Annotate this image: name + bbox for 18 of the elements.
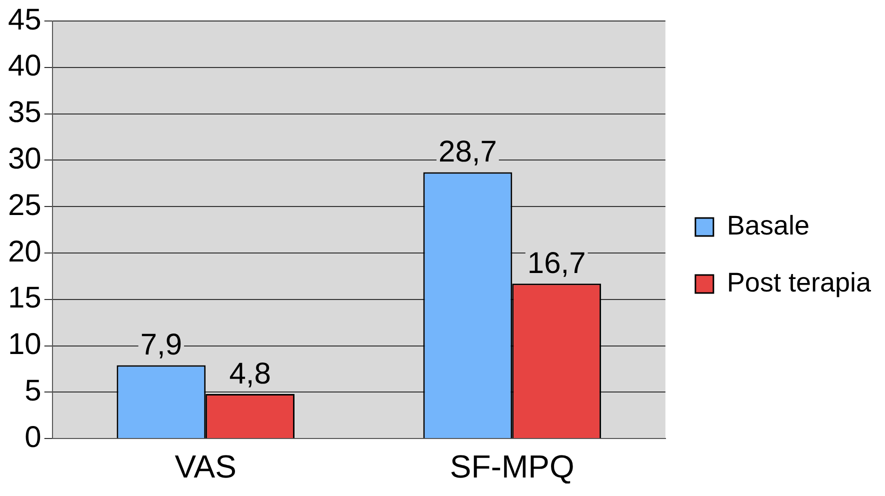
legend-label: Post terapia (726, 267, 872, 298)
y-tick-label: 15 (8, 282, 42, 315)
data-label: 16,7 (527, 246, 586, 280)
y-tick-label: 35 (8, 96, 42, 130)
y-tick-label: 10 (8, 328, 42, 362)
x-tick-label: SF-MPQ (450, 448, 574, 485)
y-tick-label: 45 (8, 3, 42, 36)
data-label: 28,7 (438, 136, 497, 169)
legend-label: Basale (726, 210, 810, 240)
y-tick-label: 25 (8, 188, 42, 222)
data-label: 7,9 (140, 328, 182, 362)
x-tick-label: VAS (174, 448, 236, 485)
y-tick-label: 40 (8, 50, 42, 83)
data-label: 4,8 (229, 357, 271, 390)
y-tick-label: 5 (24, 374, 42, 408)
y-tick-label: 30 (8, 142, 42, 176)
y-tick-label: 20 (8, 235, 42, 268)
y-tick-label: 0 (24, 420, 42, 454)
